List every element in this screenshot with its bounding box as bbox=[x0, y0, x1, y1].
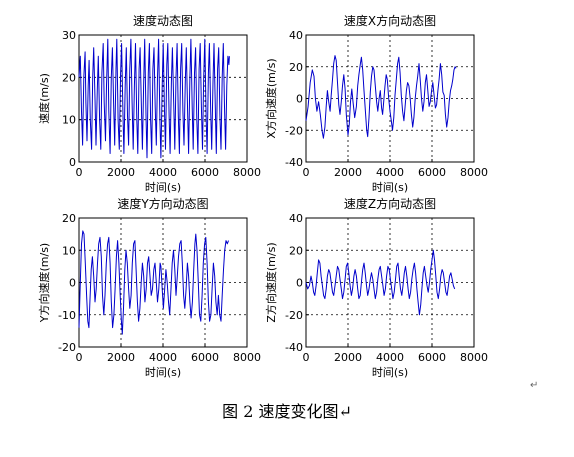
y-tick-label: 0 bbox=[69, 156, 76, 169]
y-tick-label: 0 bbox=[296, 277, 303, 290]
y-tick-label: -40 bbox=[285, 156, 303, 169]
y-tick-label: 20 bbox=[62, 212, 76, 225]
x-tick-label: 0 bbox=[76, 351, 83, 364]
chart-title: 速度X方向动态图 bbox=[344, 13, 436, 28]
subplot-speed: 速度动态图 时间(s) 速度(m/s) 0 2000 4000 6000 8000 0 10… bbox=[37, 13, 261, 194]
x-tick-label: 0 bbox=[76, 166, 83, 179]
x-tick-label: 4000 bbox=[149, 166, 177, 179]
y-tick-label: 20 bbox=[289, 61, 303, 74]
chart-title: 速度动态图 bbox=[133, 13, 193, 28]
y-tick-label: 30 bbox=[62, 29, 76, 42]
x-tick-label: 2000 bbox=[107, 166, 135, 179]
y-axis-label: X方向速度(m/s) bbox=[264, 58, 278, 138]
series-line bbox=[78, 38, 230, 159]
x-tick-label: 0 bbox=[303, 166, 310, 179]
series-line bbox=[78, 230, 229, 335]
figure-caption: 图 2 速度变化图↵ bbox=[222, 402, 352, 421]
y-tick-label: 40 bbox=[289, 29, 303, 42]
x-tick-label: 2000 bbox=[107, 351, 135, 364]
x-tick-label: 8000 bbox=[460, 351, 488, 364]
x-axis-label: 时间(s) bbox=[145, 366, 181, 379]
paragraph-mark: ↵ bbox=[530, 380, 539, 391]
x-tick-label: 4000 bbox=[376, 166, 404, 179]
y-axis-label: Y方向速度(m/s) bbox=[37, 243, 51, 323]
y-tick-label: 10 bbox=[62, 244, 76, 257]
subplot-speed-z: 速度Z方向动态图 时间(s) Z方向速度(m/s) 0 2000 4000 6000 8… bbox=[264, 196, 488, 379]
y-axis-label: 速度(m/s) bbox=[37, 73, 51, 124]
x-axis-label: 时间(s) bbox=[372, 181, 408, 194]
series-line bbox=[305, 249, 456, 316]
y-tick-label: -20 bbox=[58, 341, 76, 354]
x-tick-label: 8000 bbox=[460, 166, 488, 179]
y-tick-label: -40 bbox=[285, 341, 303, 354]
subplot-speed-x: 速度X方向动态图 时间(s) X方向速度(m/s) 0 2000 4000 6000 8… bbox=[264, 13, 488, 194]
y-tick-label: 10 bbox=[62, 114, 76, 127]
y-tick-label: -20 bbox=[285, 309, 303, 322]
x-tick-label: 4000 bbox=[149, 351, 177, 364]
y-tick-label: 20 bbox=[62, 71, 76, 84]
chart-title: 速度Z方向动态图 bbox=[344, 196, 436, 211]
x-tick-label: 8000 bbox=[233, 166, 261, 179]
subplot-speed-y: 速度Y方向动态图 时间(s) Y方向速度(m/s) 0 2000 4000 6000 8… bbox=[37, 196, 261, 379]
x-axis-label: 时间(s) bbox=[372, 366, 408, 379]
x-axis-label: 时间(s) bbox=[145, 181, 181, 194]
x-tick-label: 4000 bbox=[376, 351, 404, 364]
y-tick-label: 40 bbox=[289, 212, 303, 225]
y-tick-label: 0 bbox=[296, 93, 303, 106]
x-tick-label: 2000 bbox=[334, 351, 362, 364]
x-tick-label: 6000 bbox=[418, 166, 446, 179]
x-tick-label: 2000 bbox=[334, 166, 362, 179]
y-tick-label: -10 bbox=[58, 309, 76, 322]
x-tick-label: 6000 bbox=[191, 351, 219, 364]
y-tick-label: -20 bbox=[285, 124, 303, 137]
chart-title: 速度Y方向动态图 bbox=[117, 196, 208, 211]
x-tick-label: 8000 bbox=[233, 351, 261, 364]
y-axis-label: Z方向速度(m/s) bbox=[264, 242, 278, 322]
y-tick-label: 20 bbox=[289, 244, 303, 257]
x-tick-label: 6000 bbox=[418, 351, 446, 364]
x-tick-label: 0 bbox=[303, 351, 310, 364]
series-line bbox=[305, 55, 457, 139]
y-tick-label: 0 bbox=[69, 277, 76, 290]
x-tick-label: 6000 bbox=[191, 166, 219, 179]
